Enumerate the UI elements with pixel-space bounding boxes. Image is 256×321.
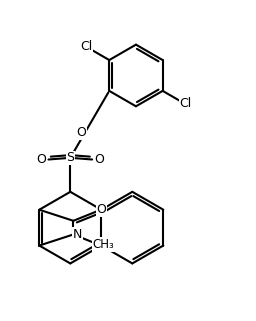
Text: O: O <box>94 153 104 166</box>
Text: O: O <box>76 126 86 139</box>
Text: S: S <box>66 151 74 164</box>
Text: O: O <box>37 153 47 166</box>
Text: O: O <box>96 203 106 216</box>
Text: Cl: Cl <box>179 98 191 110</box>
Text: N: N <box>73 228 82 241</box>
Text: CH₃: CH₃ <box>92 238 114 251</box>
Text: Cl: Cl <box>80 40 93 53</box>
